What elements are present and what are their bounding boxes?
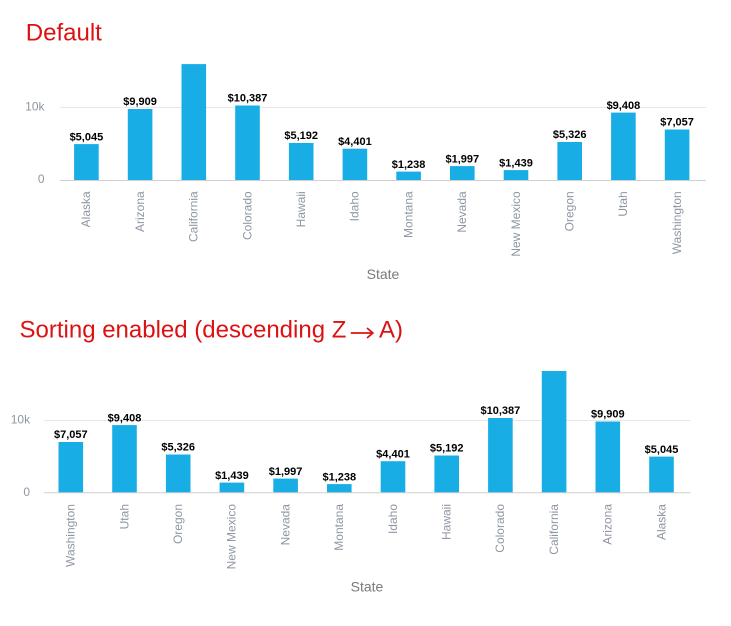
svg-text:Idaho: Idaho: [386, 504, 400, 534]
svg-text:California: California: [187, 191, 201, 242]
svg-text:$1,439: $1,439: [215, 470, 249, 482]
svg-text:$9,408: $9,408: [108, 412, 142, 424]
svg-text:$1,439: $1,439: [499, 157, 533, 169]
svg-text:State: State: [351, 579, 384, 595]
svg-text:Washington: Washington: [64, 504, 78, 567]
svg-text:$5,326: $5,326: [161, 442, 195, 454]
svg-text:Colorado: Colorado: [240, 191, 254, 240]
svg-text:$5,192: $5,192: [284, 130, 318, 142]
svg-text:$7,057: $7,057: [660, 117, 694, 129]
svg-text:$5,045: $5,045: [645, 444, 679, 456]
svg-text:Idaho: Idaho: [348, 191, 362, 221]
svg-text:$1,238: $1,238: [392, 159, 426, 171]
svg-text:$10,387: $10,387: [228, 93, 268, 105]
svg-text:$5,326: $5,326: [553, 129, 587, 141]
svg-text:Utah: Utah: [117, 504, 131, 529]
svg-text:0: 0: [23, 485, 30, 499]
svg-text:Nevada: Nevada: [455, 191, 469, 233]
svg-text:$9,408: $9,408: [607, 100, 641, 112]
svg-text:Utah: Utah: [616, 191, 630, 216]
svg-text:$5,192: $5,192: [430, 443, 464, 455]
svg-text:$5,045: $5,045: [70, 131, 104, 143]
svg-text:California: California: [547, 504, 561, 555]
svg-text:$4,401: $4,401: [376, 448, 410, 460]
svg-text:Montana: Montana: [401, 191, 415, 238]
svg-text:$10,387: $10,387: [481, 405, 521, 417]
svg-text:New Mexico: New Mexico: [509, 191, 523, 257]
svg-text:Alaska: Alaska: [79, 191, 93, 227]
svg-text:Oregon: Oregon: [563, 191, 577, 231]
svg-text:Default: Default: [26, 19, 102, 46]
svg-text:$1,238: $1,238: [322, 471, 356, 483]
svg-text:$1,997: $1,997: [269, 466, 303, 478]
svg-text:Alaska: Alaska: [654, 504, 668, 540]
svg-text:10k: 10k: [25, 100, 45, 114]
svg-text:Hawaii: Hawaii: [294, 191, 308, 227]
svg-text:$1,997: $1,997: [445, 153, 479, 165]
svg-text:Arizona: Arizona: [133, 191, 147, 232]
svg-text:0: 0: [38, 172, 45, 186]
svg-text:Washington: Washington: [670, 191, 684, 254]
svg-text:$7,057: $7,057: [54, 429, 88, 441]
svg-text:10k: 10k: [11, 413, 31, 427]
svg-text:A): A): [379, 317, 403, 344]
svg-text:Colorado: Colorado: [493, 504, 507, 553]
svg-text:Oregon: Oregon: [171, 504, 185, 544]
svg-text:Hawaii: Hawaii: [440, 504, 454, 540]
svg-text:Sorting enabled (descending Z: Sorting enabled (descending Z: [20, 317, 347, 344]
svg-text:$4,401: $4,401: [338, 136, 372, 148]
svg-text:$9,909: $9,909: [123, 96, 157, 108]
svg-text:New Mexico: New Mexico: [225, 504, 239, 570]
svg-text:State: State: [367, 266, 400, 282]
svg-text:$9,909: $9,909: [591, 409, 625, 421]
svg-text:Arizona: Arizona: [601, 504, 615, 545]
svg-text:Nevada: Nevada: [278, 504, 292, 546]
svg-text:Montana: Montana: [332, 504, 346, 551]
